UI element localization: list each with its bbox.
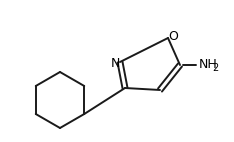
Text: 2: 2 — [212, 63, 218, 73]
Text: O: O — [168, 30, 178, 42]
Text: N: N — [110, 57, 120, 69]
Text: NH: NH — [199, 58, 218, 70]
